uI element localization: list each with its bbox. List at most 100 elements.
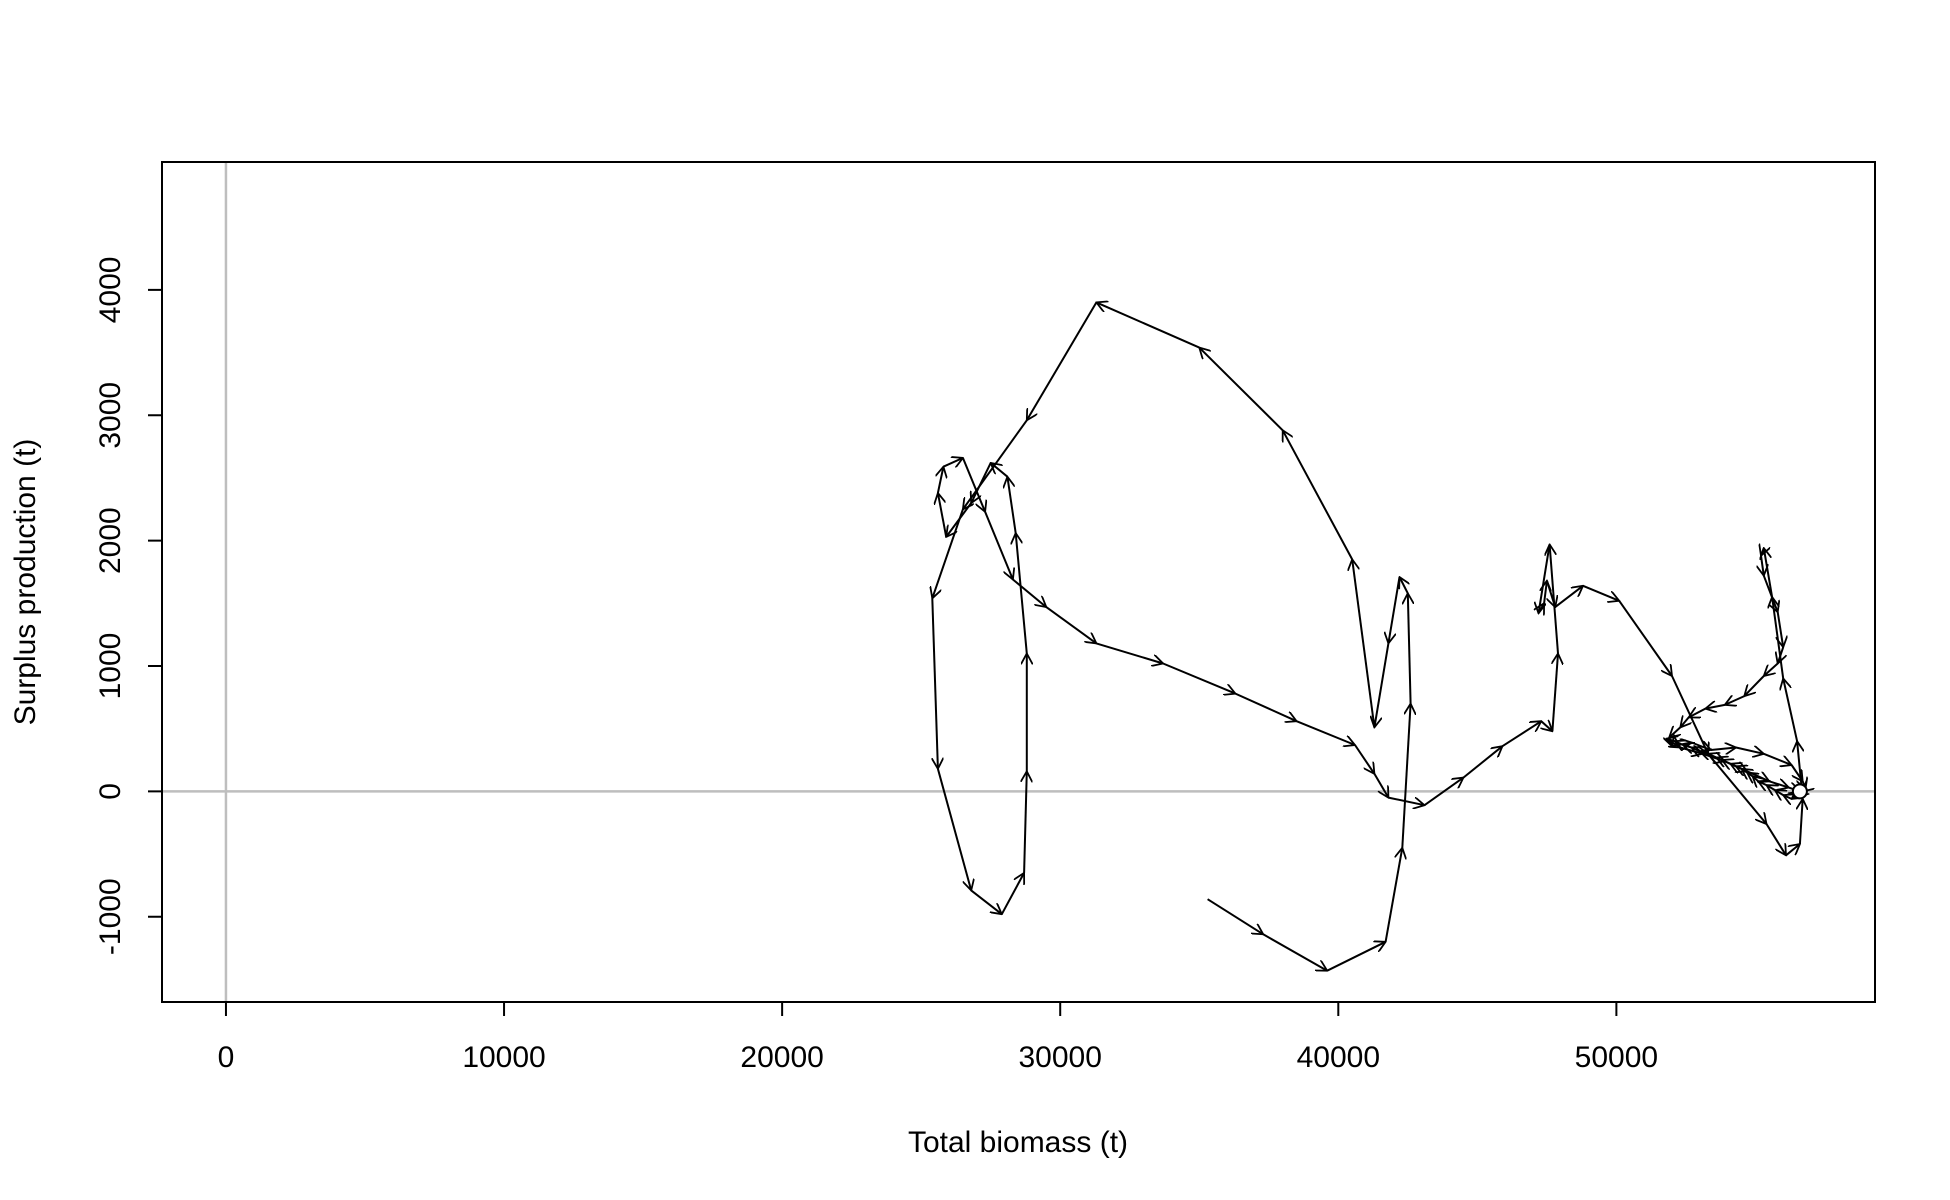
trajectory-arrow xyxy=(1027,301,1098,420)
trajectory-arrow xyxy=(1501,721,1541,748)
trajectory-arrow xyxy=(1761,555,1764,576)
trajectory-arrow xyxy=(1552,654,1558,732)
trajectory-arrow xyxy=(1764,662,1779,677)
y-tick-label: 1000 xyxy=(94,633,127,700)
trajectory-arrow xyxy=(1554,586,1583,608)
x-axis: 0 10000 20000 30000 40000 50000 xyxy=(218,1001,1658,1074)
x-axis-title: Total biomass (t) xyxy=(908,1126,1128,1159)
trajectory-arrow xyxy=(1096,302,1200,349)
trajectory-arrow xyxy=(1800,799,1803,845)
trajectory-arrow xyxy=(1778,611,1784,647)
y-tick-label: 3000 xyxy=(94,382,127,449)
trajectory-arrow xyxy=(1016,533,1028,654)
trajectory-arrow xyxy=(938,467,944,494)
trajectory-arrow xyxy=(1767,785,1775,790)
trajectory-arrow xyxy=(1012,578,1046,608)
trajectory-arrow xyxy=(1669,727,1680,737)
trajectory-arrow xyxy=(1462,746,1502,779)
trajectory-arrow xyxy=(1783,795,1791,799)
trajectory-arrow xyxy=(1680,717,1688,727)
trajectory-arrow xyxy=(1384,848,1403,942)
trajectory-arrow xyxy=(971,462,992,503)
trajectory-arrow xyxy=(1724,760,1747,771)
trajectory-arrow xyxy=(1401,704,1410,848)
trajectory-arrow xyxy=(963,419,1028,509)
y-tick-label: 4000 xyxy=(94,257,127,324)
trajectory-arrow xyxy=(1408,593,1411,704)
trajectory-arrow xyxy=(1758,781,1766,785)
trajectory-arrow xyxy=(1702,754,1725,762)
trajectory-arrow xyxy=(1763,752,1792,765)
trajectory-arrow xyxy=(1388,576,1401,643)
trajectory-arrow xyxy=(1326,942,1385,972)
trajectory-arrow xyxy=(1744,675,1765,696)
y-tick-label: 0 xyxy=(94,783,127,800)
trajectory-arrow xyxy=(1753,776,1759,781)
trajectory-arrow xyxy=(1746,770,1769,781)
y-tick-label: 2000 xyxy=(94,507,127,574)
trajectory-arrow xyxy=(1710,748,1736,751)
plot-frame xyxy=(161,161,1876,1003)
trajectory-series xyxy=(932,302,1807,970)
trajectory-arrow xyxy=(984,511,1013,580)
trajectory-arrow xyxy=(1162,662,1235,694)
y-axis-title: Surplus production (t) xyxy=(9,439,42,726)
trajectory-arrow xyxy=(1618,600,1672,676)
trajectory-arrow xyxy=(936,768,971,891)
trajectory-arrow xyxy=(1680,748,1702,754)
trajectory-arrow xyxy=(1045,606,1096,643)
trajectory-arrow xyxy=(1283,430,1354,560)
trajectory-arrow xyxy=(1373,773,1388,798)
x-tick-label: 50000 xyxy=(1575,1041,1658,1074)
trajectory-arrow xyxy=(1423,778,1464,807)
trajectory-arrow xyxy=(1765,823,1787,855)
trajectory-arrow xyxy=(961,457,985,512)
x-tick-label: 10000 xyxy=(462,1041,545,1074)
trajectory-arrow xyxy=(1550,544,1559,654)
trajectory-arrow xyxy=(1689,709,1706,718)
trajectory-arrow xyxy=(1374,643,1390,727)
trajectory-arrow xyxy=(932,508,964,598)
trajectory-arrow xyxy=(942,458,963,467)
trajectory-arrow xyxy=(1545,580,1555,607)
y-tick-label: -1000 xyxy=(94,878,127,955)
trajectory-arrow xyxy=(1761,548,1764,556)
trajectory-arrow xyxy=(1352,559,1376,728)
trajectory-arrow xyxy=(1007,477,1017,534)
y-axis: -1000 0 1000 2000 3000 4000 xyxy=(94,257,162,955)
trajectory-arrow xyxy=(1665,739,1680,748)
trajectory-arrow xyxy=(1785,844,1800,857)
trajectory-arrow xyxy=(1707,753,1766,824)
trajectory-arrow xyxy=(1544,581,1547,604)
trajectory-arrow xyxy=(991,463,1009,478)
x-tick-label: 40000 xyxy=(1297,1041,1380,1074)
trajectory-arrow xyxy=(1234,692,1296,722)
trajectory-arrow xyxy=(1539,603,1545,613)
trajectory-arrow xyxy=(946,502,973,537)
trajectory-arrow xyxy=(1762,575,1778,612)
trajectory-arrow xyxy=(1207,898,1264,934)
x-tick-label: 30000 xyxy=(1018,1041,1101,1074)
trajectory-arrow xyxy=(1024,771,1027,873)
trajectory-arrow xyxy=(1768,781,1789,787)
trajectory-arrow xyxy=(1705,705,1725,709)
trajectory-arrow xyxy=(938,493,948,538)
trajectory-arrow xyxy=(1735,748,1764,754)
trajectory-arrow xyxy=(1199,348,1284,432)
trajectory-arrow xyxy=(1725,696,1745,705)
trajectory-arrow xyxy=(931,598,938,769)
trajectory-arrow xyxy=(1354,744,1374,774)
x-tick-label: 0 xyxy=(218,1041,235,1074)
trajectory-arrow xyxy=(1296,720,1355,745)
trajectory-arrow xyxy=(1262,933,1327,970)
trajectory-arrow xyxy=(1388,796,1424,806)
trajectory-arrow xyxy=(1778,646,1784,663)
trajectory-arrow xyxy=(1783,679,1799,742)
trajectory-end-point xyxy=(1791,783,1808,800)
reference-lines xyxy=(162,162,1875,1002)
trajectory-arrow xyxy=(1683,745,1691,748)
trajectory-arrow xyxy=(1000,873,1024,915)
trajectory-arrow xyxy=(1764,548,1774,598)
trajectory-arrow xyxy=(1582,584,1619,601)
